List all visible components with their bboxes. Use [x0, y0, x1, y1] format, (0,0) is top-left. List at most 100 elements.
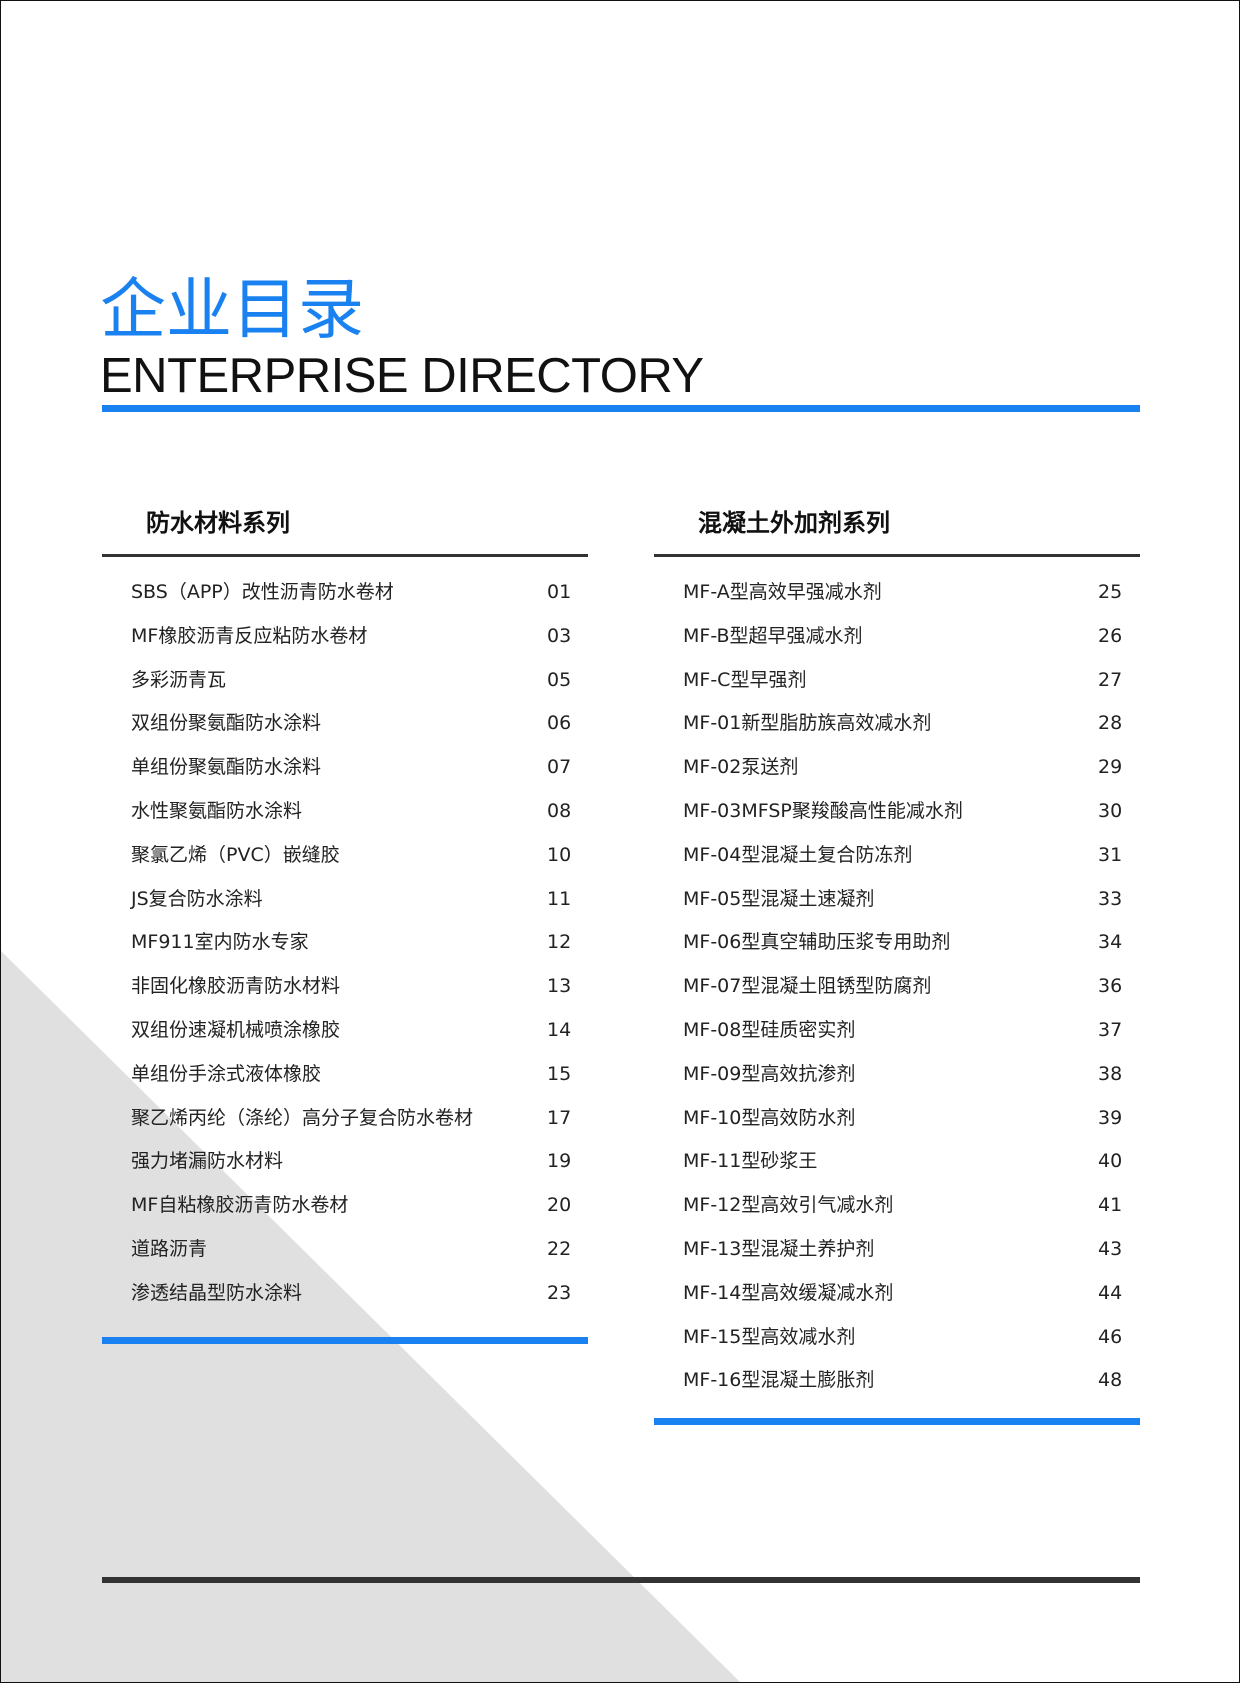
title-underline	[102, 405, 1140, 412]
toc-entry[interactable]: MF-02泵送剂 29	[683, 746, 1143, 790]
toc-entry[interactable]: 双组份聚氨酯防水涂料 06	[131, 702, 591, 746]
toc-entry[interactable]: MF-05型混凝土速凝剂 33	[683, 878, 1143, 922]
toc-entry-label: 双组份聚氨酯防水涂料	[131, 712, 322, 735]
toc-entry-label: 聚氯乙烯（PVC）嵌缝胶	[131, 843, 340, 866]
toc-entry-page: 30	[1098, 799, 1123, 822]
section-footer-bar	[654, 1418, 1140, 1425]
toc-entry[interactable]: 双组份速凝机械喷涂橡胶 14	[131, 1009, 591, 1053]
toc-entry-page: 34	[1098, 931, 1123, 954]
toc-entry-page: 13	[547, 975, 572, 998]
toc-entry-label: MF-05型混凝土速凝剂	[683, 887, 875, 910]
toc-entry-page: 14	[547, 1018, 572, 1041]
toc-entry-label: 单组份手涂式液体橡胶	[131, 1062, 322, 1085]
toc-entry[interactable]: MF橡胶沥青反应粘防水卷材 03	[131, 615, 591, 659]
toc-entry[interactable]: MF-04型混凝土复合防冻剂 31	[683, 834, 1143, 878]
toc-entry-label: MF-06型真空辅助压浆专用助剂	[683, 931, 951, 954]
toc-entry[interactable]: MF-16型混凝土膨胀剂 48	[683, 1359, 1143, 1403]
page-title-cn: 企业目录	[100, 271, 364, 348]
toc-entry[interactable]: MF-06型真空辅助压浆专用助剂 34	[683, 921, 1143, 965]
toc-entry[interactable]: 水性聚氨酯防水涂料 08	[131, 790, 591, 834]
toc-entry-page: 12	[547, 931, 572, 954]
toc-entry-page: 15	[547, 1062, 572, 1085]
toc-entry[interactable]: MF-09型高效抗渗剂 38	[683, 1053, 1143, 1097]
toc-entry[interactable]: 聚乙烯丙纶（涤纶）高分子复合防水卷材 17	[131, 1097, 591, 1141]
toc-entry-page: 08	[547, 799, 572, 822]
toc-entry-page: 03	[547, 624, 572, 647]
toc-entry-label: 强力堵漏防水材料	[131, 1150, 284, 1173]
toc-entry-label: 双组份速凝机械喷涂橡胶	[131, 1018, 341, 1041]
toc-entry-page: 36	[1098, 975, 1123, 998]
page-footer-bar	[102, 1577, 1140, 1583]
toc-entry-page: 25	[1098, 581, 1123, 603]
section-divider	[102, 554, 588, 557]
toc-entry-label: MF-10型高效防水剂	[683, 1106, 856, 1129]
toc-entry[interactable]: MF-01新型脂肪族高效减水剂 28	[683, 702, 1143, 746]
toc-entry[interactable]: MF-11型砂浆王 40	[683, 1140, 1143, 1184]
toc-entry-page: 19	[547, 1150, 572, 1173]
section-divider	[654, 554, 1140, 557]
toc-entry[interactable]: MF-08型硅质密实剂 37	[683, 1009, 1143, 1053]
toc-entry-page: 33	[1098, 887, 1123, 910]
toc-entry-label: 水性聚氨酯防水涂料	[131, 799, 303, 822]
toc-entry-label: 渗透结晶型防水涂料	[131, 1281, 303, 1304]
toc-entry[interactable]: 非固化橡胶沥青防水材料 13	[131, 965, 591, 1009]
toc-entry-page: 06	[547, 712, 572, 735]
toc-entry[interactable]: MF911室内防水专家 12	[131, 921, 591, 965]
toc-entry-label: MF-15型高效减水剂	[683, 1325, 856, 1348]
toc-entry[interactable]: MF-15型高效减水剂 46	[683, 1316, 1143, 1360]
section-title-waterproofing: 防水材料系列	[146, 509, 290, 537]
toc-entry-label: MF-C型早强剂	[683, 668, 807, 691]
toc-entry-label: MF-09型高效抗渗剂	[683, 1062, 856, 1085]
toc-entry[interactable]: SBS（APP）改性沥青防水卷材 01	[131, 571, 591, 615]
toc-entry-label: MF自粘橡胶沥青防水卷材	[131, 1194, 349, 1217]
toc-list-waterproofing: SBS（APP）改性沥青防水卷材 01 MF橡胶沥青反应粘防水卷材 03 多彩沥青瓦 05…	[131, 571, 591, 1316]
page-title-en: ENTERPRISE DIRECTORY	[100, 349, 704, 403]
toc-entry[interactable]: 渗透结晶型防水涂料 23	[131, 1272, 591, 1316]
toc-entry-label: MF911室内防水专家	[131, 931, 309, 954]
toc-entry-page: 01	[547, 581, 572, 603]
toc-entry[interactable]: MF-C型早强剂 27	[683, 659, 1143, 703]
toc-entry[interactable]: 强力堵漏防水材料 19	[131, 1140, 591, 1184]
toc-entry[interactable]: MF-03MFSP聚羧酸高性能减水剂 30	[683, 790, 1143, 834]
toc-entry-page: 46	[1098, 1325, 1123, 1348]
toc-entry-label: SBS（APP）改性沥青防水卷材	[131, 581, 394, 603]
toc-entry[interactable]: MF-13型混凝土养护剂 43	[683, 1228, 1143, 1272]
toc-entry-label: MF-08型硅质密实剂	[683, 1018, 856, 1041]
toc-entry-page: 05	[547, 668, 572, 691]
toc-entry[interactable]: 单组份聚氨酯防水涂料 07	[131, 746, 591, 790]
toc-entry[interactable]: MF-07型混凝土阻锈型防腐剂 36	[683, 965, 1143, 1009]
toc-entry-label: MF-01新型脂肪族高效减水剂	[683, 712, 932, 735]
toc-entry[interactable]: 单组份手涂式液体橡胶 15	[131, 1053, 591, 1097]
toc-entry-page: 28	[1098, 712, 1123, 735]
toc-entry-label: MF-02泵送剂	[683, 756, 799, 779]
toc-entry-page: 43	[1098, 1237, 1123, 1260]
toc-entry[interactable]: MF-A型高效早强减水剂 25	[683, 571, 1143, 615]
toc-entry-label: MF-A型高效早强减水剂	[683, 581, 882, 603]
toc-entry[interactable]: 多彩沥青瓦 05	[131, 659, 591, 703]
toc-entry[interactable]: JS复合防水涂料 11	[131, 878, 591, 922]
toc-entry[interactable]: MF-10型高效防水剂 39	[683, 1097, 1143, 1141]
toc-list-admixtures: MF-A型高效早强减水剂 25 MF-B型超早强减水剂 26 MF-C型早强剂 27 MF-…	[683, 571, 1143, 1403]
toc-entry[interactable]: 聚氯乙烯（PVC）嵌缝胶 10	[131, 834, 591, 878]
toc-entry[interactable]: MF-14型高效缓凝减水剂 44	[683, 1272, 1143, 1316]
toc-entry-label: MF-11型砂浆王	[683, 1150, 818, 1173]
toc-entry[interactable]: MF自粘橡胶沥青防水卷材 20	[131, 1184, 591, 1228]
toc-entry-page: 48	[1098, 1369, 1123, 1392]
toc-entry-label: MF-12型高效引气减水剂	[683, 1194, 894, 1217]
toc-entry-label: MF-13型混凝土养护剂	[683, 1237, 875, 1260]
toc-entry[interactable]: MF-B型超早强减水剂 26	[683, 615, 1143, 659]
toc-entry-page: 40	[1098, 1150, 1123, 1173]
section-footer-bar	[102, 1337, 588, 1344]
toc-entry-page: 44	[1098, 1281, 1123, 1304]
toc-entry-label: 道路沥青	[131, 1237, 208, 1260]
section-title-admixtures: 混凝土外加剂系列	[698, 509, 890, 537]
toc-entry-label: MF-B型超早强减水剂	[683, 624, 863, 647]
toc-entry[interactable]: MF-12型高效引气减水剂 41	[683, 1184, 1143, 1228]
toc-entry-label: 聚乙烯丙纶（涤纶）高分子复合防水卷材	[131, 1106, 474, 1129]
toc-entry-page: 22	[547, 1237, 572, 1260]
toc-entry-label: MF-16型混凝土膨胀剂	[683, 1369, 875, 1392]
toc-entry-page: 37	[1098, 1018, 1123, 1041]
toc-entry[interactable]: 道路沥青 22	[131, 1228, 591, 1272]
toc-entry-page: 41	[1098, 1194, 1123, 1217]
